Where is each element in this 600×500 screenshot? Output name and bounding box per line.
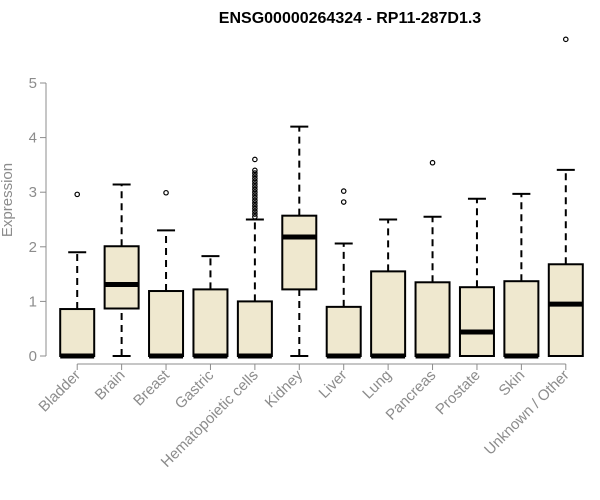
box-6	[325, 188, 362, 359]
category-label-9: Prostate	[432, 367, 484, 419]
outlier-4-8	[252, 192, 258, 198]
category-label-0: Bladder	[35, 367, 84, 416]
outlier-4-2	[252, 208, 258, 215]
outlier-4-10	[252, 186, 258, 193]
outlier-4-5	[252, 200, 258, 206]
outlier-4-18	[252, 156, 258, 163]
box-0	[59, 191, 96, 359]
box-rect-10	[503, 280, 540, 357]
box-7	[370, 218, 407, 359]
outlier-6-0	[340, 199, 347, 205]
outlier-4-9	[252, 189, 258, 196]
box-rect-9	[458, 286, 495, 358]
outlier-4-13	[252, 178, 258, 185]
y-tick-label-4: 4	[29, 130, 37, 147]
category-label-11: Unknown / Other	[481, 367, 573, 459]
outlier-4-15	[252, 173, 258, 179]
outlier-4-11	[252, 183, 258, 190]
outlier-4-14	[252, 175, 258, 182]
y-tick-label-1: 1	[29, 293, 37, 310]
box-rect-6	[325, 305, 362, 357]
y-tick-label-5: 5	[29, 75, 37, 92]
box-9	[458, 197, 495, 358]
box-rect-2	[148, 290, 185, 357]
outlier-4-17	[252, 167, 258, 174]
box-rect-0	[59, 308, 96, 358]
outlier-4-16	[252, 170, 258, 176]
outlier-4-0	[252, 213, 258, 220]
category-label-10: Skin	[496, 367, 529, 400]
box-4	[236, 156, 273, 359]
box-rect-7	[370, 270, 407, 357]
outlier-4-1	[252, 211, 258, 217]
outlier-4-12	[252, 181, 258, 187]
category-label-7: Lung	[359, 367, 395, 403]
y-tick-label-3: 3	[29, 184, 37, 201]
box-rect-5	[281, 214, 318, 291]
box-10	[503, 192, 540, 359]
box-5	[281, 125, 318, 357]
y-axis: 0 1 2 3 4 5	[29, 75, 47, 365]
box-1	[103, 183, 140, 357]
boxes-group	[59, 36, 584, 359]
box-rect-4	[236, 300, 273, 357]
outlier-4-6	[252, 197, 258, 204]
y-axis-label: Expression	[0, 163, 16, 237]
category-label-5: Kidney	[262, 366, 307, 411]
box-2	[148, 189, 185, 359]
category-label-1: Brain	[92, 367, 129, 404]
outlier-11-0	[562, 36, 569, 43]
box-3	[192, 255, 229, 359]
box-rect-8	[414, 281, 451, 358]
outlier-2-0	[163, 189, 169, 196]
outlier-6-1	[340, 188, 347, 194]
box-rect-1	[103, 245, 140, 310]
outlier-4-4	[252, 203, 258, 209]
outlier-4-7	[252, 194, 258, 201]
box-rect-11	[547, 263, 584, 357]
chart-title: ENSG00000264324 - RP11-287D1.3	[219, 10, 482, 27]
box-11	[547, 36, 584, 357]
y-tick-label-2: 2	[29, 239, 37, 256]
y-tick-label-0: 0	[29, 348, 37, 365]
box-8	[414, 159, 451, 359]
outlier-0-0	[74, 191, 81, 198]
category-label-6: Liver	[316, 367, 351, 402]
category-label-2: Breast	[130, 366, 173, 409]
box-rect-3	[192, 288, 229, 357]
outlier-4-3	[252, 205, 258, 212]
outlier-8-0	[429, 159, 436, 166]
